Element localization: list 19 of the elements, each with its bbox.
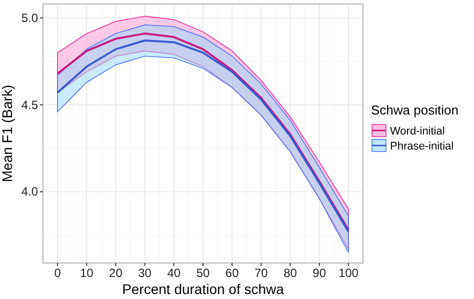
x-tick-label: 90 — [312, 266, 326, 280]
x-tick-label: 60 — [225, 266, 240, 280]
x-tick-label: 50 — [196, 266, 210, 280]
legend-title: Schwa position — [371, 102, 458, 118]
x-tick-label: 70 — [254, 266, 268, 280]
x-tick-label: 80 — [284, 266, 298, 280]
y-tick-label: 4.0 — [21, 184, 38, 199]
legend-label: Word-initial — [390, 126, 445, 138]
x-tick-label: 20 — [109, 266, 123, 280]
y-tick-label: 4.5 — [21, 98, 38, 112]
x-tick-label: 100 — [338, 266, 359, 280]
x-tick-label: 0 — [54, 266, 62, 280]
legend-label: Phrase-initial — [390, 140, 454, 152]
y-tick-label: 5.0 — [21, 10, 38, 25]
x-tick-label: 40 — [167, 266, 181, 280]
x-tick-label: 10 — [80, 266, 94, 280]
x-axis-title: Percent duration of schwa — [122, 281, 284, 297]
x-tick-label: 30 — [138, 266, 152, 280]
y-axis-title: Mean F1 (Bark) — [0, 84, 15, 182]
